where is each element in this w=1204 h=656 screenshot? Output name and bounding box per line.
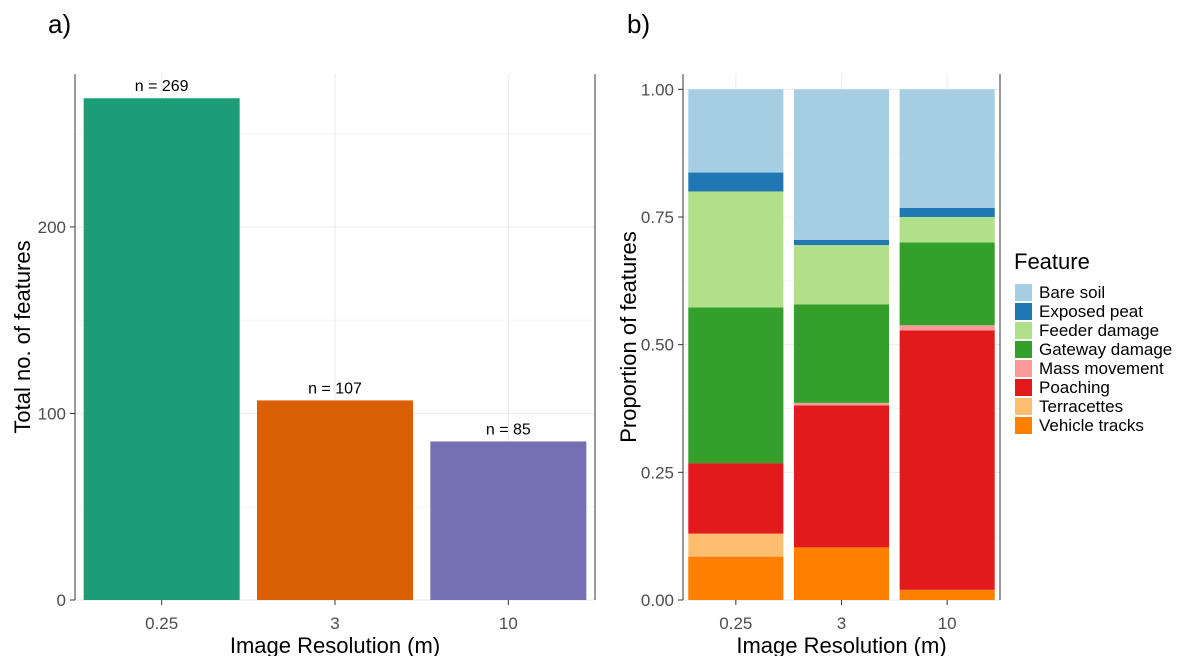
stacked-bar-segment: [793, 89, 890, 240]
legend-label: Gateway damage: [1039, 340, 1172, 359]
panel-b-y-tick-label: 0.50: [641, 336, 674, 355]
legend-swatch: [1015, 417, 1032, 434]
panel-a-y-axis-title: Total no. of features: [10, 240, 35, 433]
stacked-bar-segment: [793, 239, 890, 246]
panel-a-x-tick-label: 3: [330, 614, 339, 633]
stacked-bar-segment: [793, 245, 890, 305]
panel-a-x-axis-title: Image Resolution (m): [230, 633, 440, 656]
stacked-bar-segment: [793, 304, 890, 403]
legend-swatch: [1015, 379, 1032, 396]
stacked-bar-segment: [793, 402, 890, 406]
legend-swatch: [1015, 303, 1032, 320]
legend-label: Exposed peat: [1039, 302, 1143, 321]
bar: [430, 441, 587, 600]
panel-b-y-tick-label: 1.00: [641, 80, 674, 99]
stacked-bar-segment: [899, 207, 995, 217]
stacked-bar-segment: [688, 307, 784, 464]
legend-swatch: [1015, 360, 1032, 377]
legend-label: Vehicle tracks: [1039, 416, 1144, 435]
bar: [83, 98, 240, 600]
panel-a-y-tick-label: 0: [57, 591, 66, 610]
stacked-bar-segment: [688, 556, 784, 600]
panel-b-x-tick-label: 0.25: [719, 614, 752, 633]
stacked-bar-segment: [793, 405, 890, 548]
panel-b-x-tick-label: 10: [938, 614, 957, 633]
stacked-bar-segment: [688, 533, 784, 557]
stacked-bar-segment: [899, 89, 995, 208]
legend-swatch: [1015, 398, 1032, 415]
legend-label: Feeder damage: [1039, 321, 1159, 340]
legend-swatch: [1015, 341, 1032, 358]
legend-label: Mass movement: [1039, 359, 1164, 378]
panel-b-x-axis-title: Image Resolution (m): [736, 633, 946, 656]
panel-a-chart: a) n = 269 n = 107 n = 85 0 100 200 0.25 3 10 Imag…: [10, 9, 596, 656]
panel-a-y-tick-label: 200: [38, 218, 66, 237]
bar-data-label: n = 85: [486, 421, 531, 438]
legend-label: Poaching: [1039, 378, 1110, 397]
panel-b-y-tick-label: 0.75: [641, 208, 674, 227]
panel-b-y-tick-label: 0.25: [641, 463, 674, 482]
stacked-bar-segment: [899, 330, 995, 590]
stacked-bar-segment: [899, 242, 995, 326]
panel-a-y-tick-label: 100: [38, 404, 66, 423]
legend-swatch: [1015, 284, 1032, 301]
bar-data-label: n = 107: [308, 380, 362, 397]
panel-a-x-tick-label: 10: [499, 614, 518, 633]
panel-a-tag: a): [48, 9, 71, 39]
legend-swatch: [1015, 322, 1032, 339]
stacked-bar-segment: [688, 172, 784, 192]
panel-b-y-axis-title: Proportion of features: [616, 231, 641, 443]
panel-b-y-tick-label: 0.00: [641, 591, 674, 610]
stacked-bar-segment: [899, 325, 995, 331]
panel-a-x-tick-label: 0.25: [145, 614, 178, 633]
legend-title: Feature: [1014, 249, 1090, 274]
legend-label: Bare soil: [1039, 283, 1105, 302]
legend-label: Terracettes: [1039, 397, 1123, 416]
stacked-bar-segment: [688, 89, 784, 173]
bar: [257, 400, 413, 600]
stacked-bar-segment: [793, 547, 890, 600]
stacked-bar-segment: [899, 589, 995, 600]
stacked-bar-segment: [899, 216, 995, 243]
bar-data-label: n = 269: [135, 78, 189, 95]
stacked-bar-segment: [688, 463, 784, 534]
panel-b-x-tick-label: 3: [837, 614, 846, 633]
stacked-bar-segment: [688, 191, 784, 308]
panel-b-tag: b): [627, 9, 650, 39]
